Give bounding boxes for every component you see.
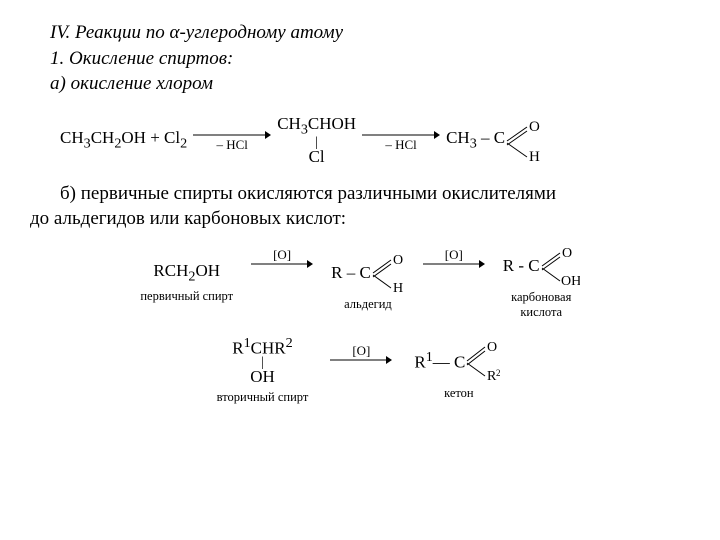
carbonyl-icon: O H bbox=[505, 120, 541, 162]
carbonyl-icon: O H bbox=[371, 253, 405, 293]
page: IV. Реакции по α-углеродному атому 1. Ок… bbox=[0, 0, 720, 441]
rxn1-int-top: CH3CHOH bbox=[277, 115, 356, 137]
rxn3-prod-caption: кетон bbox=[444, 386, 474, 401]
rxn3-start-formula: R1CHR2 | OH bbox=[232, 336, 292, 387]
rxn1-arrow2-label: – HCl bbox=[385, 138, 416, 151]
heading-alpha: α bbox=[169, 22, 179, 43]
reaction-3: R1CHR2 | OH вторичный спирт [O] R1— C O … bbox=[30, 336, 690, 406]
section-heading: IV. Реакции по α-углеродному атому 1. Ок… bbox=[50, 20, 690, 97]
rxn3-arrow: [O] bbox=[330, 344, 392, 365]
rxn2-end-left: R - C bbox=[503, 256, 540, 276]
rxn2-mid-O: O bbox=[393, 253, 403, 268]
svg-text:2: 2 bbox=[496, 368, 501, 378]
rxn2-start-caption: первичный спирт bbox=[140, 289, 233, 304]
body-line2: до альдегидов или карбоновых кислот: bbox=[30, 208, 346, 229]
rxn3-prod-O: O bbox=[487, 340, 497, 355]
rxn2-mid-caption: альдегид bbox=[344, 297, 392, 312]
rxn2-mid-left: R – C bbox=[331, 263, 371, 283]
reaction-2: RCH2OH первичный спирт [O] R – C O H аль… bbox=[30, 246, 690, 320]
rxn1-arrow2: – HCl bbox=[362, 130, 440, 151]
rxn2-end-caption: карбоновая кислота bbox=[511, 290, 571, 320]
arrow-icon bbox=[330, 355, 392, 365]
rxn2-end-formula: R - C O OH bbox=[503, 246, 580, 286]
arrow-icon bbox=[251, 259, 313, 269]
rxn1-reagent: CH3CH2OH + Cl2 bbox=[60, 128, 187, 152]
arrow-icon bbox=[423, 259, 485, 269]
rxn1-prod-O: O bbox=[529, 120, 540, 135]
heading-line1-suffix: -углеродному атому bbox=[179, 22, 343, 43]
rxn1-int-bot: Cl bbox=[309, 148, 325, 166]
rxn2-start-formula: RCH2OH bbox=[153, 261, 220, 285]
rxn2-mid: R – C O H альдегид bbox=[331, 253, 405, 312]
rxn2-end-OH: OH bbox=[561, 274, 580, 286]
rxn1-prod-H: H bbox=[529, 149, 540, 162]
rxn2-end-O: O bbox=[562, 246, 572, 261]
heading-line1-prefix: IV. Реакции по bbox=[50, 22, 169, 43]
rxn3-start-bot: OH bbox=[250, 368, 275, 386]
rxn2-arrow2: [O] bbox=[423, 248, 485, 269]
rxn1-product: CH3 – C O H bbox=[446, 120, 541, 162]
rxn3-start-top: R1CHR2 bbox=[232, 336, 292, 358]
rxn3-product: R1— C O R 2 кетон bbox=[414, 340, 503, 401]
rxn1-arrow1: – HCl bbox=[193, 130, 271, 151]
rxn2-end: R - C O OH карбоновая кислота bbox=[503, 246, 580, 320]
carbonyl-icon: O OH bbox=[540, 246, 580, 286]
rxn3-prod-left: R1— C bbox=[414, 349, 465, 373]
reaction-1: CH3CH2OH + Cl2 – HCl CH3CHOH | Cl – HCl … bbox=[60, 115, 690, 166]
rxn1-intermediate: CH3CHOH | Cl bbox=[277, 115, 356, 166]
rxn3-prod-formula: R1— C O R 2 bbox=[414, 340, 503, 382]
body-text: б) первичные спирты окисляются различным… bbox=[30, 182, 690, 231]
rxn3-start-caption: вторичный спирт bbox=[217, 390, 309, 405]
rxn1-product-left: CH3 – C bbox=[446, 128, 505, 152]
rxn2-mid-H: H bbox=[393, 281, 403, 293]
rxn3-start: R1CHR2 | OH вторичный спирт bbox=[217, 336, 309, 406]
heading-line2: 1. Окисление спиртов: bbox=[50, 48, 233, 69]
rxn1-arrow1-label: – HCl bbox=[216, 138, 247, 151]
rxn2-arrow1: [O] bbox=[251, 248, 313, 269]
heading-line3: а) окисление хлором bbox=[50, 73, 213, 94]
body-line1: б) первичные спирты окисляются различным… bbox=[60, 183, 556, 204]
carbonyl-icon: O R 2 bbox=[465, 340, 503, 382]
rxn2-mid-formula: R – C O H bbox=[331, 253, 405, 293]
rxn2-start: RCH2OH первичный спирт bbox=[140, 261, 233, 304]
